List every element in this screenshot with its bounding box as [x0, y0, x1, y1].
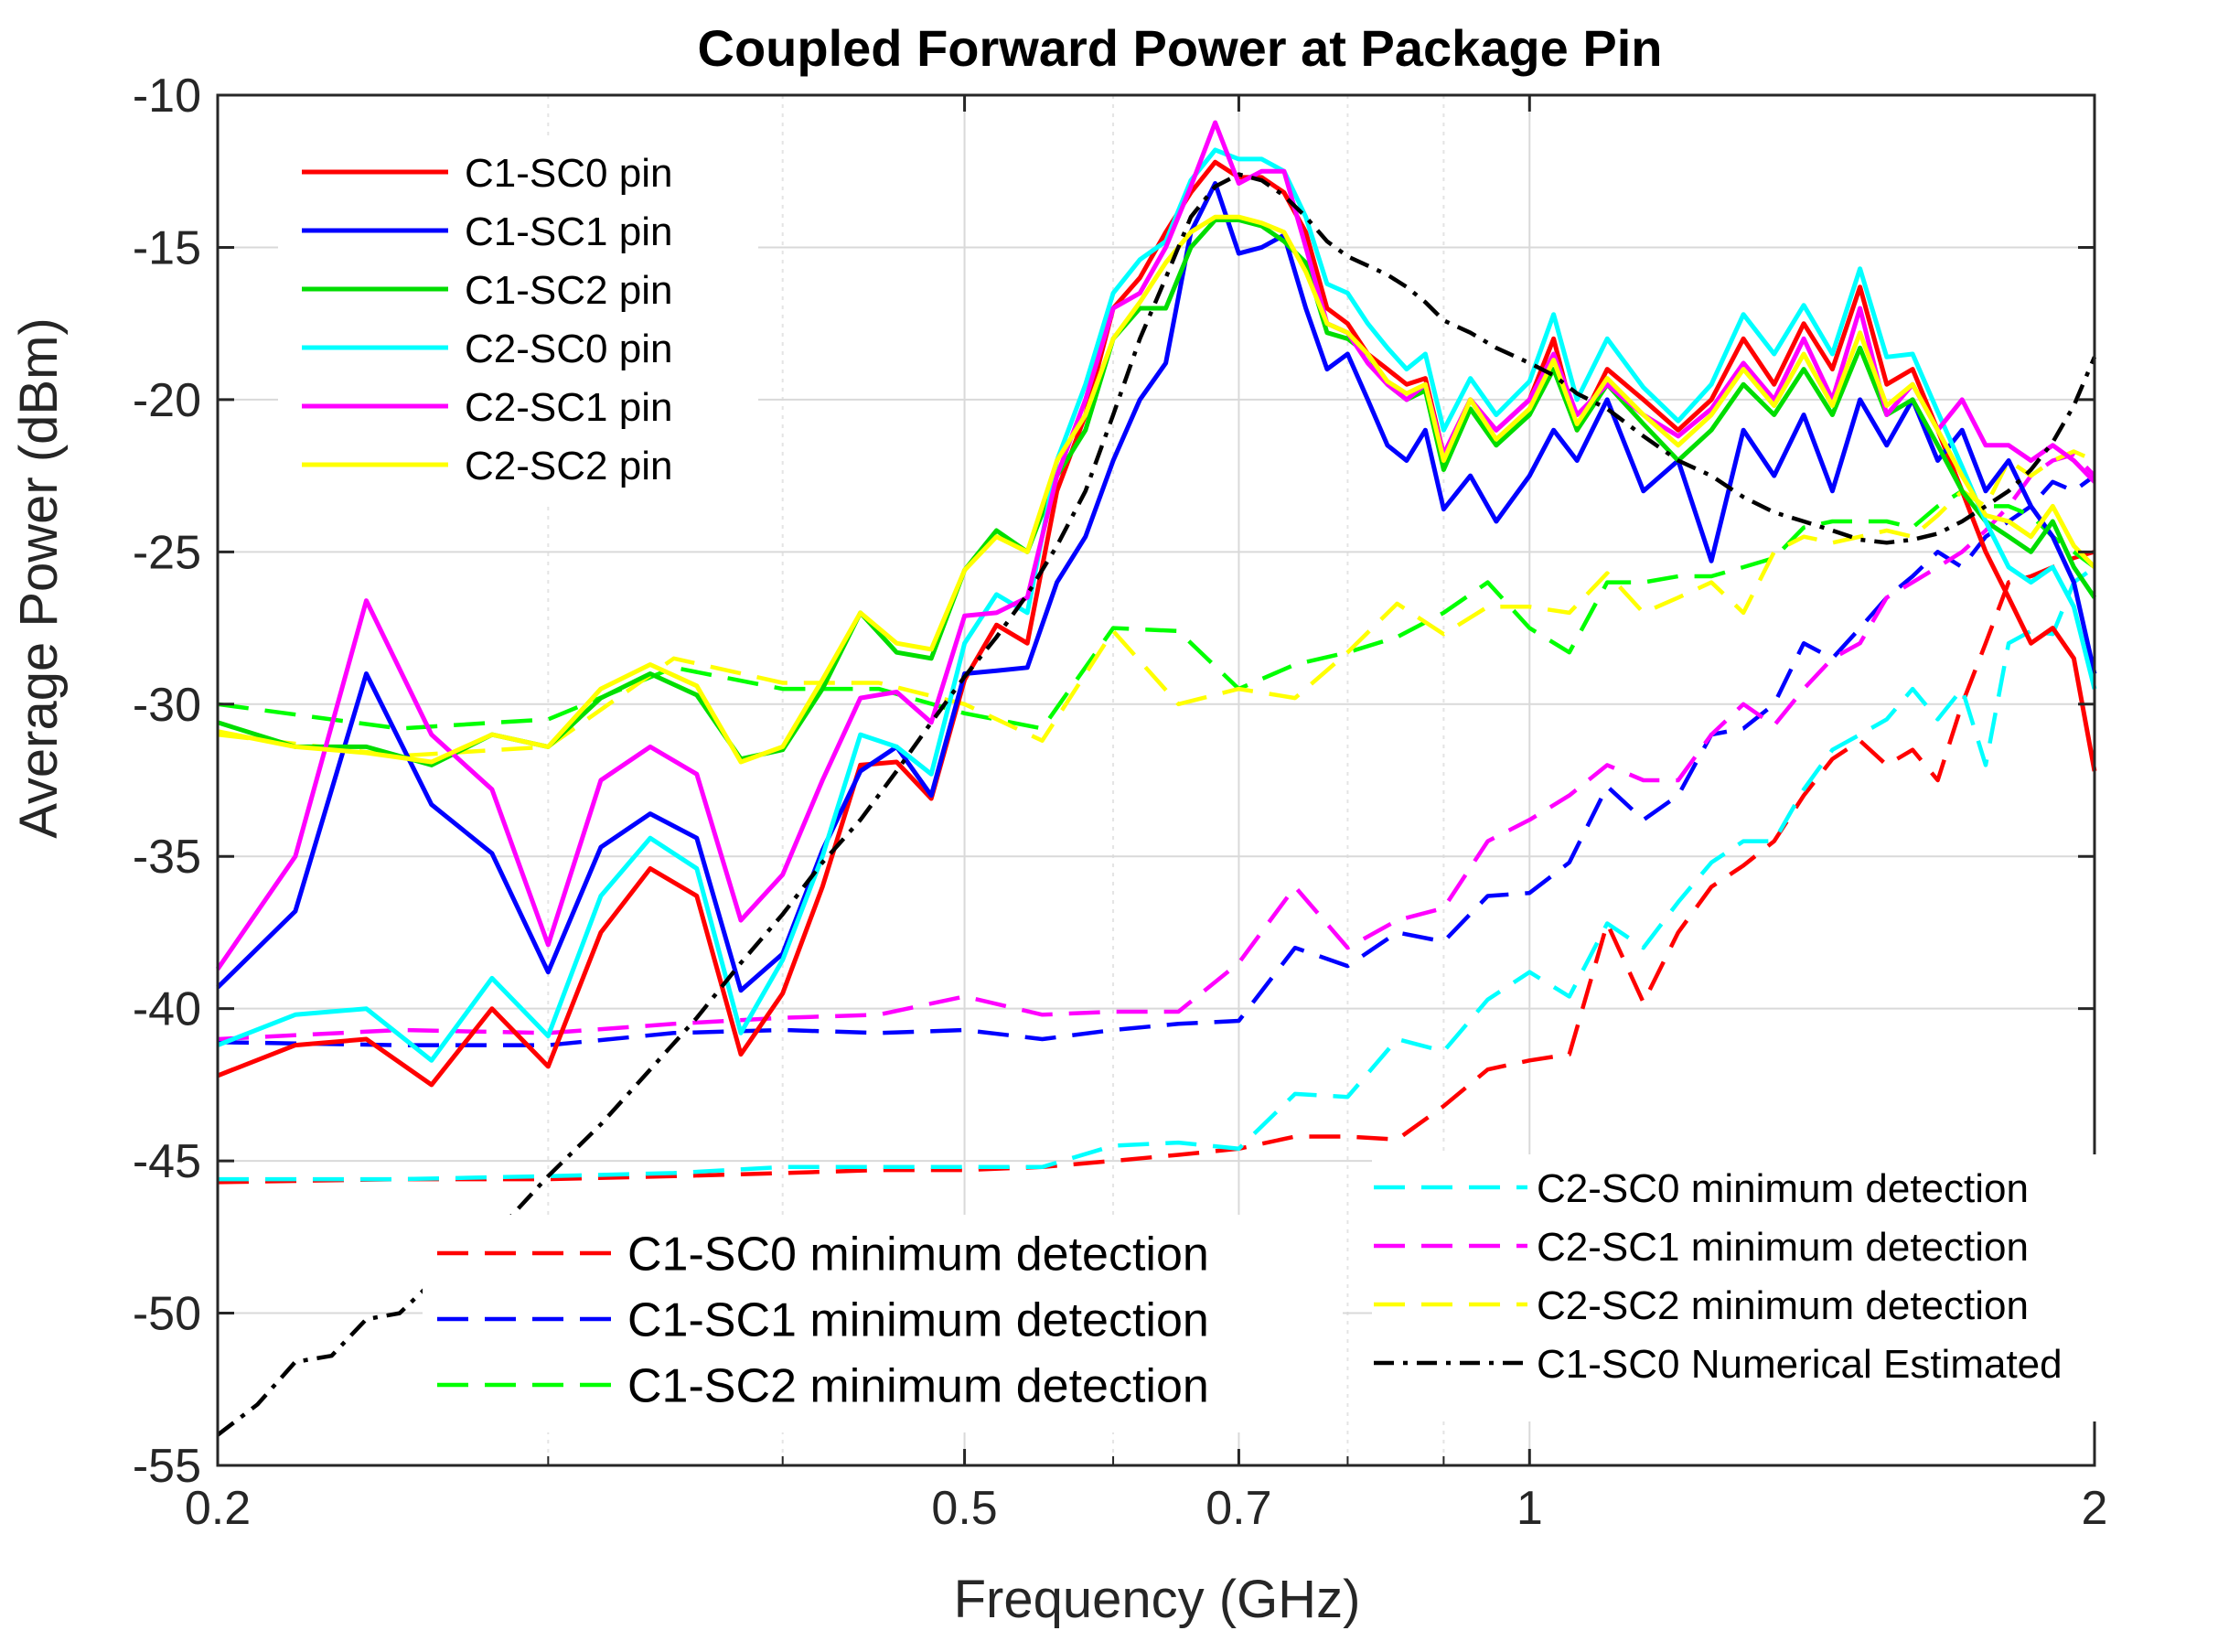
legend-label-c2-sc1-pin: C2-SC1 pin — [465, 385, 672, 430]
legend-label-c1-sc1-minimum-detection: C1-SC1 minimum detection — [627, 1294, 1209, 1347]
ticks: 0.2 0.5 0.7 1 2 -55 -50 -45 -40 -35 -30 -25 -20 -15 -1… — [133, 70, 2108, 1535]
legend-label-c1-sc2-pin: C1-SC2 pin — [465, 268, 672, 313]
y-tick-label: -25 — [133, 526, 201, 579]
series-line-c2-sc0-minimum-detection — [218, 565, 2096, 1182]
legends: C1-SC0 pin C1-SC1 pin C1-SC2 pin C2-SC0 pin… — [278, 139, 2191, 1432]
axes-box — [216, 93, 2096, 1467]
y-tick-label: -40 — [133, 983, 201, 1036]
legend-box — [423, 1215, 1343, 1432]
y-tick-label: -30 — [133, 679, 201, 732]
x-tick-label: 2 — [2082, 1482, 2108, 1535]
legend-box — [278, 139, 758, 505]
legend-label-c1-sc2-minimum-detection: C1-SC2 minimum detection — [627, 1360, 1209, 1413]
series-line-c2-sc2-pin — [217, 214, 2096, 765]
legend-label-c1-sc0-numerical-estimated: C1-SC0 Numerical Estimated — [1537, 1342, 2063, 1387]
legend-label-c1-sc0-minimum-detection: C1-SC0 minimum detection — [627, 1228, 1209, 1282]
y-tick-label: -10 — [133, 70, 201, 123]
y-tick-label: -45 — [133, 1135, 201, 1188]
legend-top-left: C1-SC0 pin C1-SC1 pin C1-SC2 pin C2-SC0 pin… — [278, 139, 758, 505]
y-axis-label: Average Power (dBm) — [9, 317, 69, 839]
y-tick-label: -55 — [133, 1440, 201, 1493]
series-line-c1-sc1-pin — [216, 181, 2097, 993]
legend-label-c1-sc1-pin: C1-SC1 pin — [465, 209, 672, 254]
series-line-c1-sc0-pin — [217, 159, 2097, 1088]
series-line-c2-sc0-pin — [217, 147, 2097, 1063]
series-line-c1-sc0-numerical-estimated — [216, 172, 2097, 1437]
series-layer — [215, 120, 2097, 1437]
y-tick-label: -20 — [133, 374, 201, 427]
y-tick-label: -15 — [133, 221, 201, 274]
legend-label-c2-sc2-minimum-detection: C2-SC2 minimum detection — [1537, 1283, 2029, 1328]
legend-box — [1372, 1154, 2191, 1421]
series-line-c2-sc1-minimum-detection — [217, 452, 2096, 1042]
legend-bottom-center: C1-SC0 minimum detection C1-SC1 minimum d… — [423, 1215, 1343, 1432]
legend-label-c2-sc0-pin: C2-SC0 pin — [465, 327, 672, 371]
legend-label-c1-sc0-pin: C1-SC0 pin — [465, 151, 672, 196]
chart-title: Coupled Forward Power at Package Pin — [698, 19, 1663, 77]
x-axis-label: Frequency (GHz) — [954, 1570, 1361, 1629]
x-tick-label: 0.2 — [185, 1482, 251, 1535]
legend-label-c2-sc1-minimum-detection: C2-SC1 minimum detection — [1537, 1225, 2029, 1270]
legend-label-c2-sc2-pin: C2-SC2 pin — [465, 444, 672, 488]
y-tick-label: -50 — [133, 1288, 201, 1341]
legend-bottom-right: C2-SC0 minimum detection C2-SC1 minimum d… — [1372, 1154, 2191, 1421]
legend-label-c2-sc0-minimum-detection: C2-SC0 minimum detection — [1537, 1166, 2029, 1211]
y-tick-label: -35 — [133, 831, 201, 884]
x-tick-label: 0.7 — [1205, 1482, 1271, 1535]
x-tick-label: 0.5 — [931, 1482, 997, 1535]
x-tick-label: 1 — [1516, 1482, 1543, 1535]
